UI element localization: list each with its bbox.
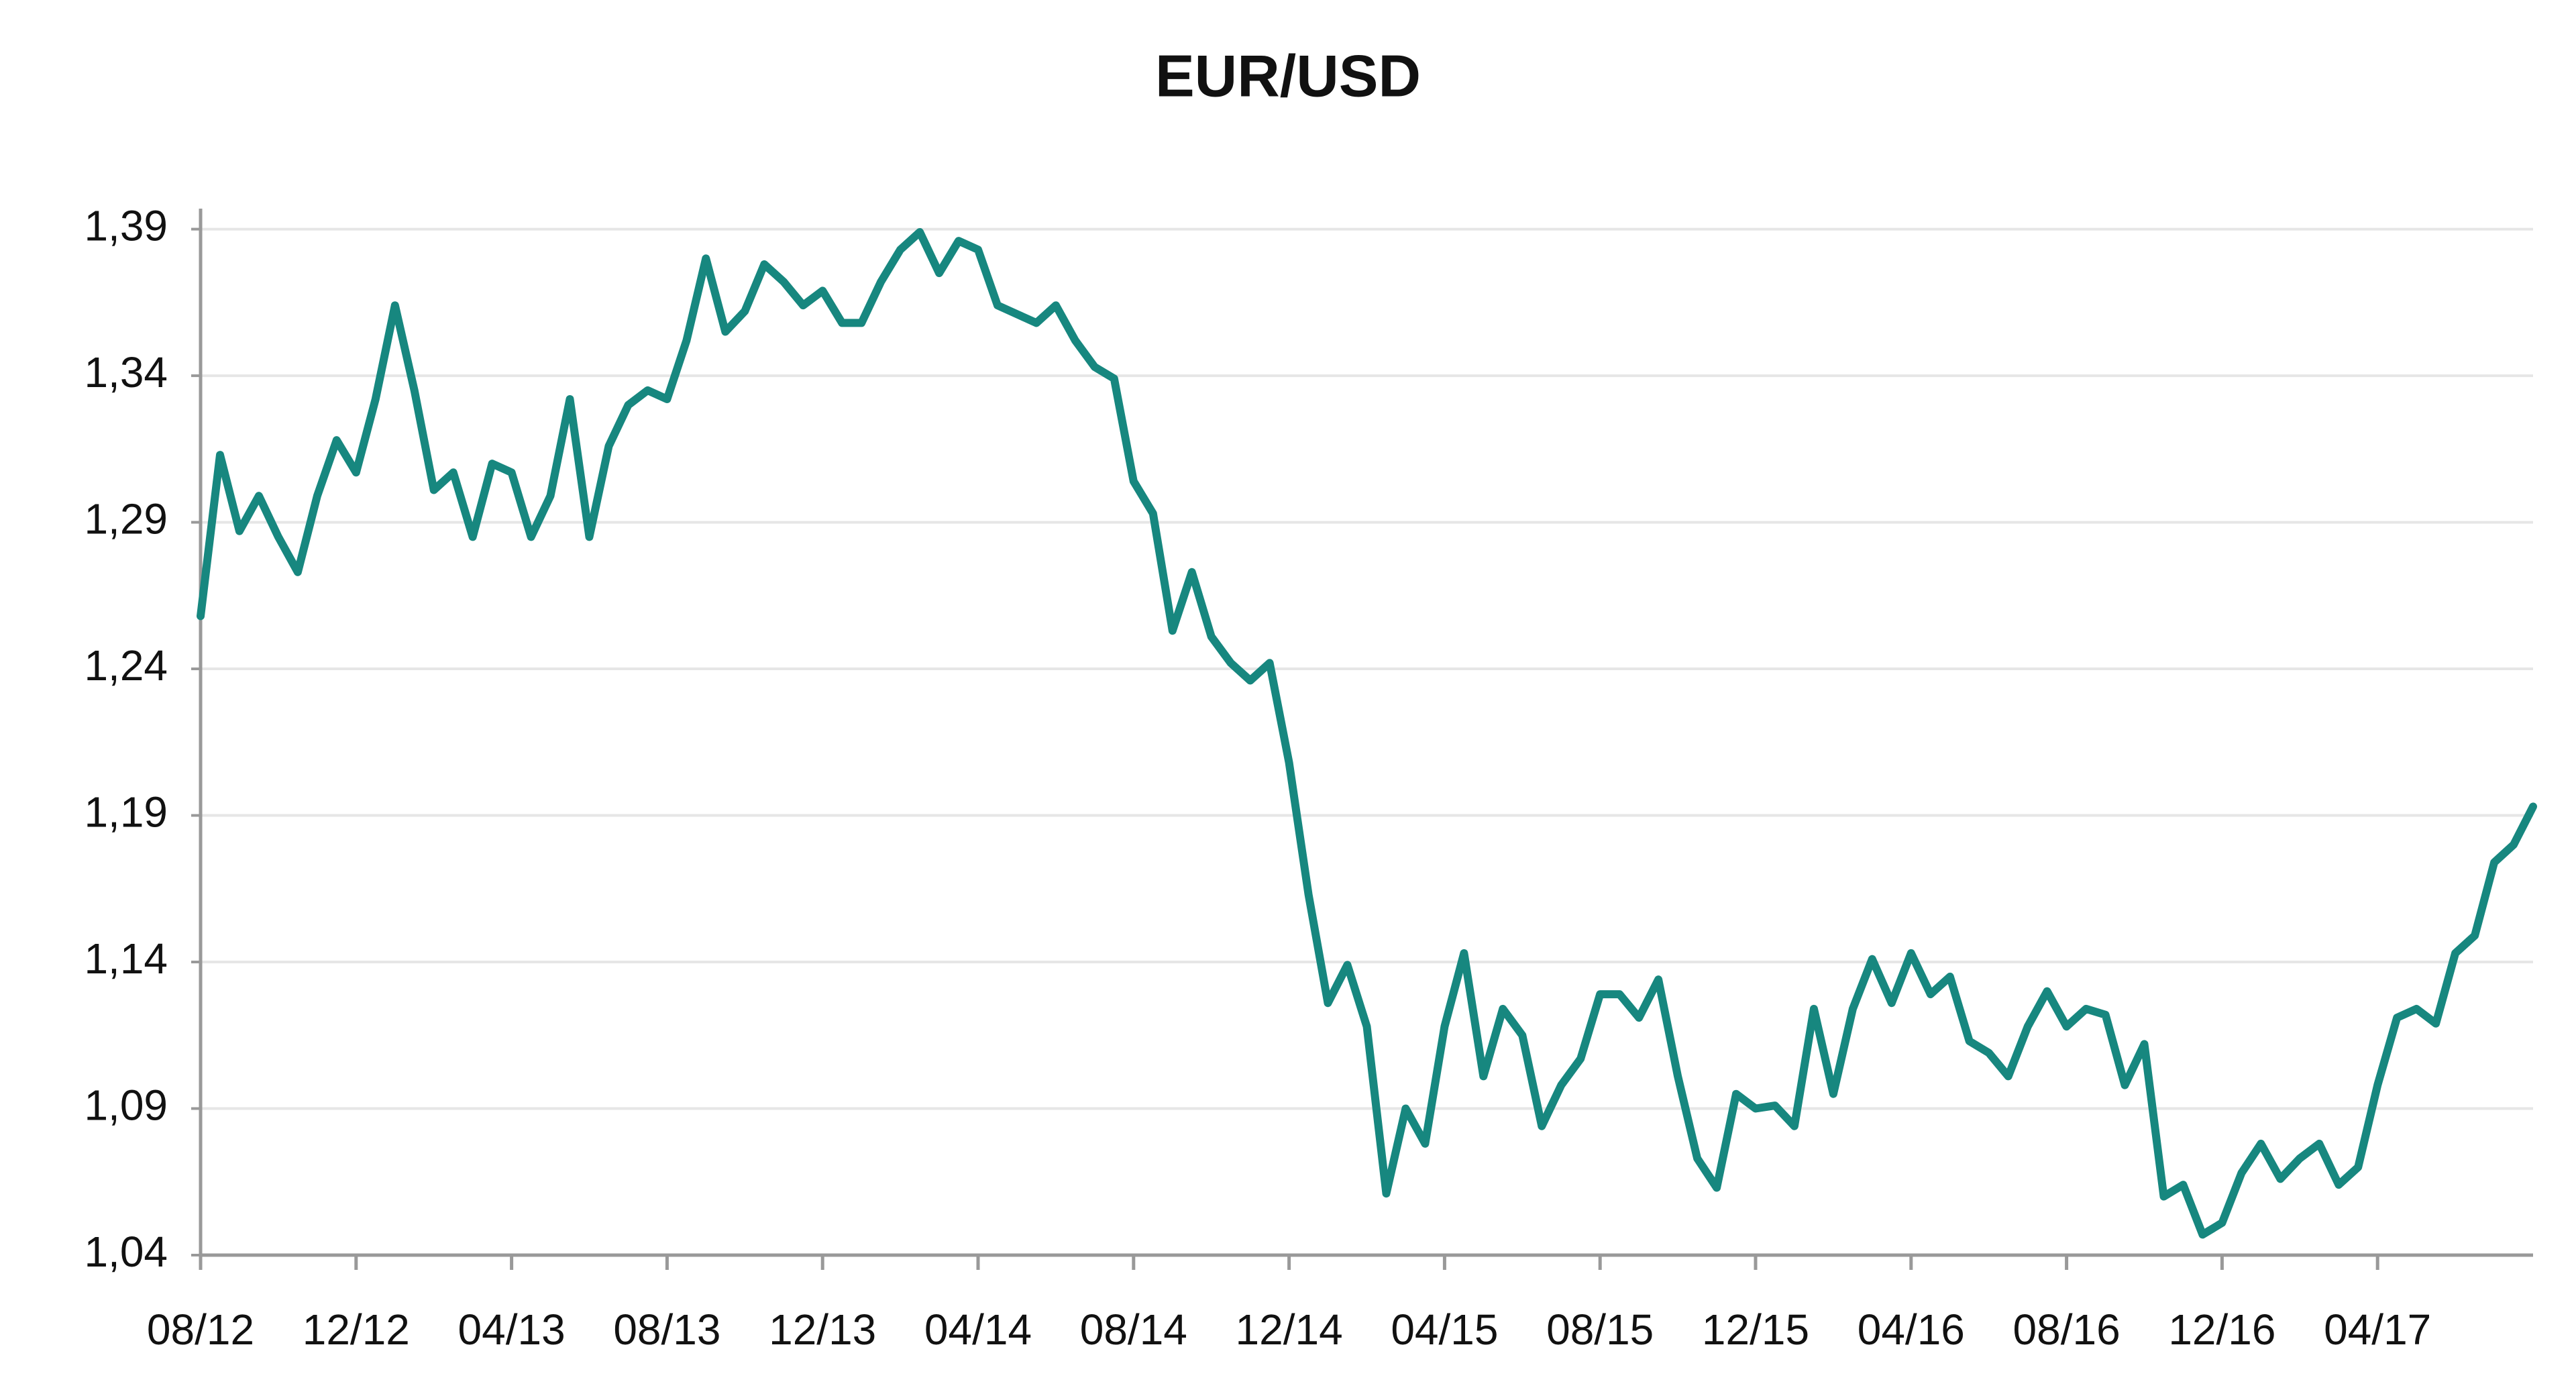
x-tick-label: 12/14 <box>1236 1305 1343 1354</box>
x-tick-label: 04/17 <box>2324 1305 2431 1354</box>
x-tick-label: 04/15 <box>1391 1305 1498 1354</box>
y-tick-label: 1,19 <box>84 788 168 836</box>
line-series <box>197 228 2537 1239</box>
x-tick-label: 04/14 <box>924 1305 1032 1354</box>
y-tick-label: 1,39 <box>84 201 168 250</box>
y-tick-label: 1,29 <box>84 494 168 543</box>
x-tick-label: 08/12 <box>147 1305 254 1354</box>
chart-title: EUR/USD <box>1155 42 1421 109</box>
x-tick-label: 08/14 <box>1080 1305 1187 1354</box>
y-tick-label: 1,34 <box>84 348 168 396</box>
x-tick-label: 08/16 <box>2013 1305 2121 1354</box>
x-tick-label: 04/16 <box>1858 1305 1965 1354</box>
x-tick-label: 08/13 <box>613 1305 720 1354</box>
x-tick-label: 08/15 <box>1546 1305 1654 1354</box>
x-tick-label: 12/15 <box>1702 1305 1809 1354</box>
x-tick-label: 12/12 <box>303 1305 410 1354</box>
y-tick-label: 1,24 <box>84 641 168 690</box>
y-tick-label: 1,09 <box>84 1081 168 1129</box>
y-tick-label: 1,04 <box>84 1228 168 1276</box>
x-tick-label: 12/16 <box>2168 1305 2275 1354</box>
x-tick-label: 12/13 <box>769 1305 876 1354</box>
y-tick-label: 1,14 <box>84 934 168 983</box>
x-tick-label: 04/13 <box>458 1305 566 1354</box>
